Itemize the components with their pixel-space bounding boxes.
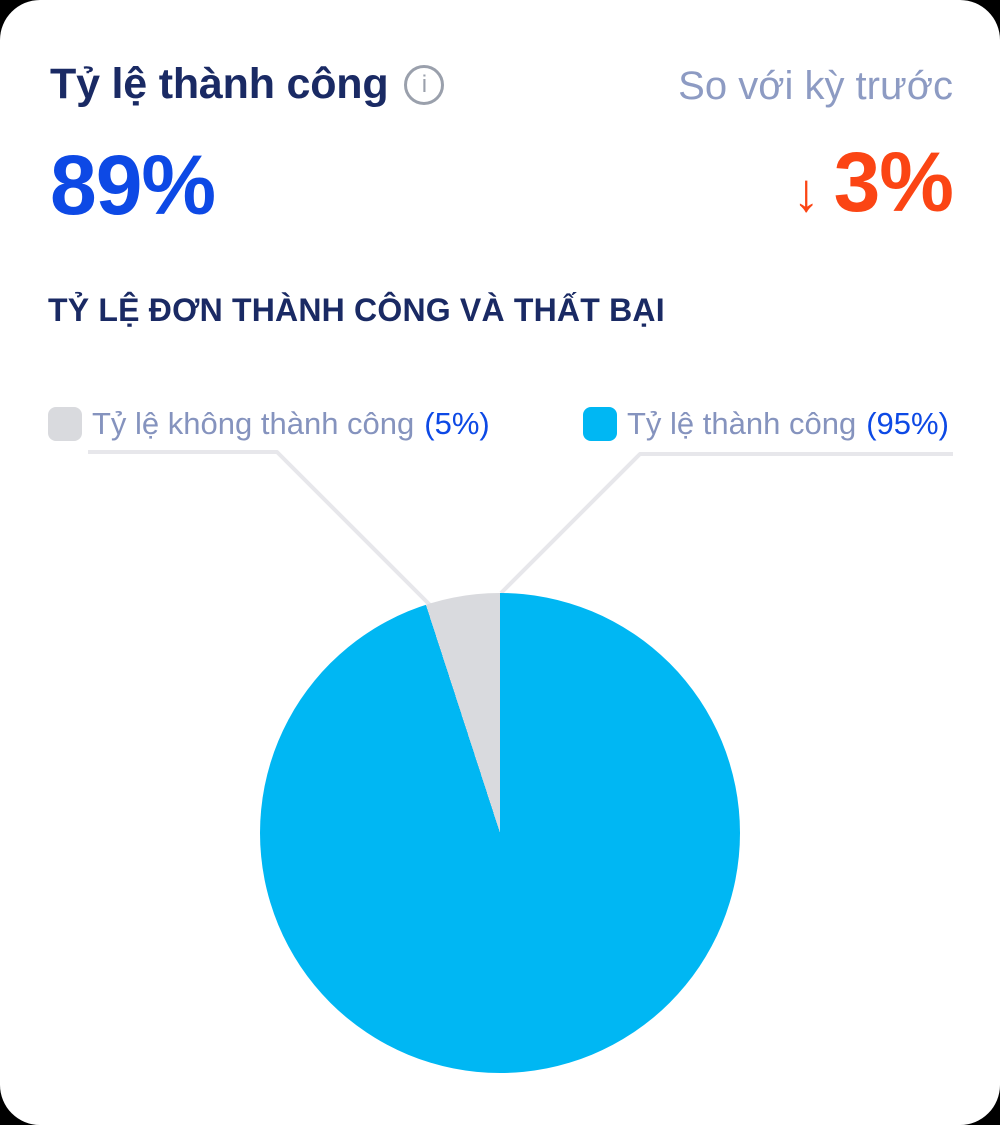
chart-section-title: TỶ LỆ ĐƠN THÀNH CÔNG VÀ THẤT BẠI xyxy=(48,292,665,328)
legend-pct-success: (95%) xyxy=(866,406,949,441)
legend-swatch-fail xyxy=(48,407,82,441)
metric-header: Tỷ lệ thành công i xyxy=(50,60,445,109)
delta-value: 3% xyxy=(833,135,954,229)
arrow-down-icon: ↓ xyxy=(792,163,820,223)
connector-line-fail xyxy=(88,450,432,607)
legend-pct-fail: (5%) xyxy=(424,406,490,441)
legend-item-fail[interactable]: Tỷ lệ không thành công (5%) xyxy=(48,406,490,442)
legend-label-success: Tỷ lệ thành công xyxy=(627,406,857,441)
comparison-label: So với kỳ trước xyxy=(678,64,953,108)
legend-item-success[interactable]: Tỷ lệ thành công (95%) xyxy=(583,406,949,442)
metric-title: Tỷ lệ thành công xyxy=(50,60,389,108)
legend-label-fail: Tỷ lệ không thành công xyxy=(92,406,415,441)
comparison-delta: ↓ 3% xyxy=(792,135,954,229)
info-icon[interactable]: i xyxy=(404,64,445,105)
connector-line-success xyxy=(499,452,953,595)
pie-chart[interactable] xyxy=(260,593,740,1073)
metric-value: 89% xyxy=(50,138,216,232)
legend-swatch-success xyxy=(583,407,617,441)
